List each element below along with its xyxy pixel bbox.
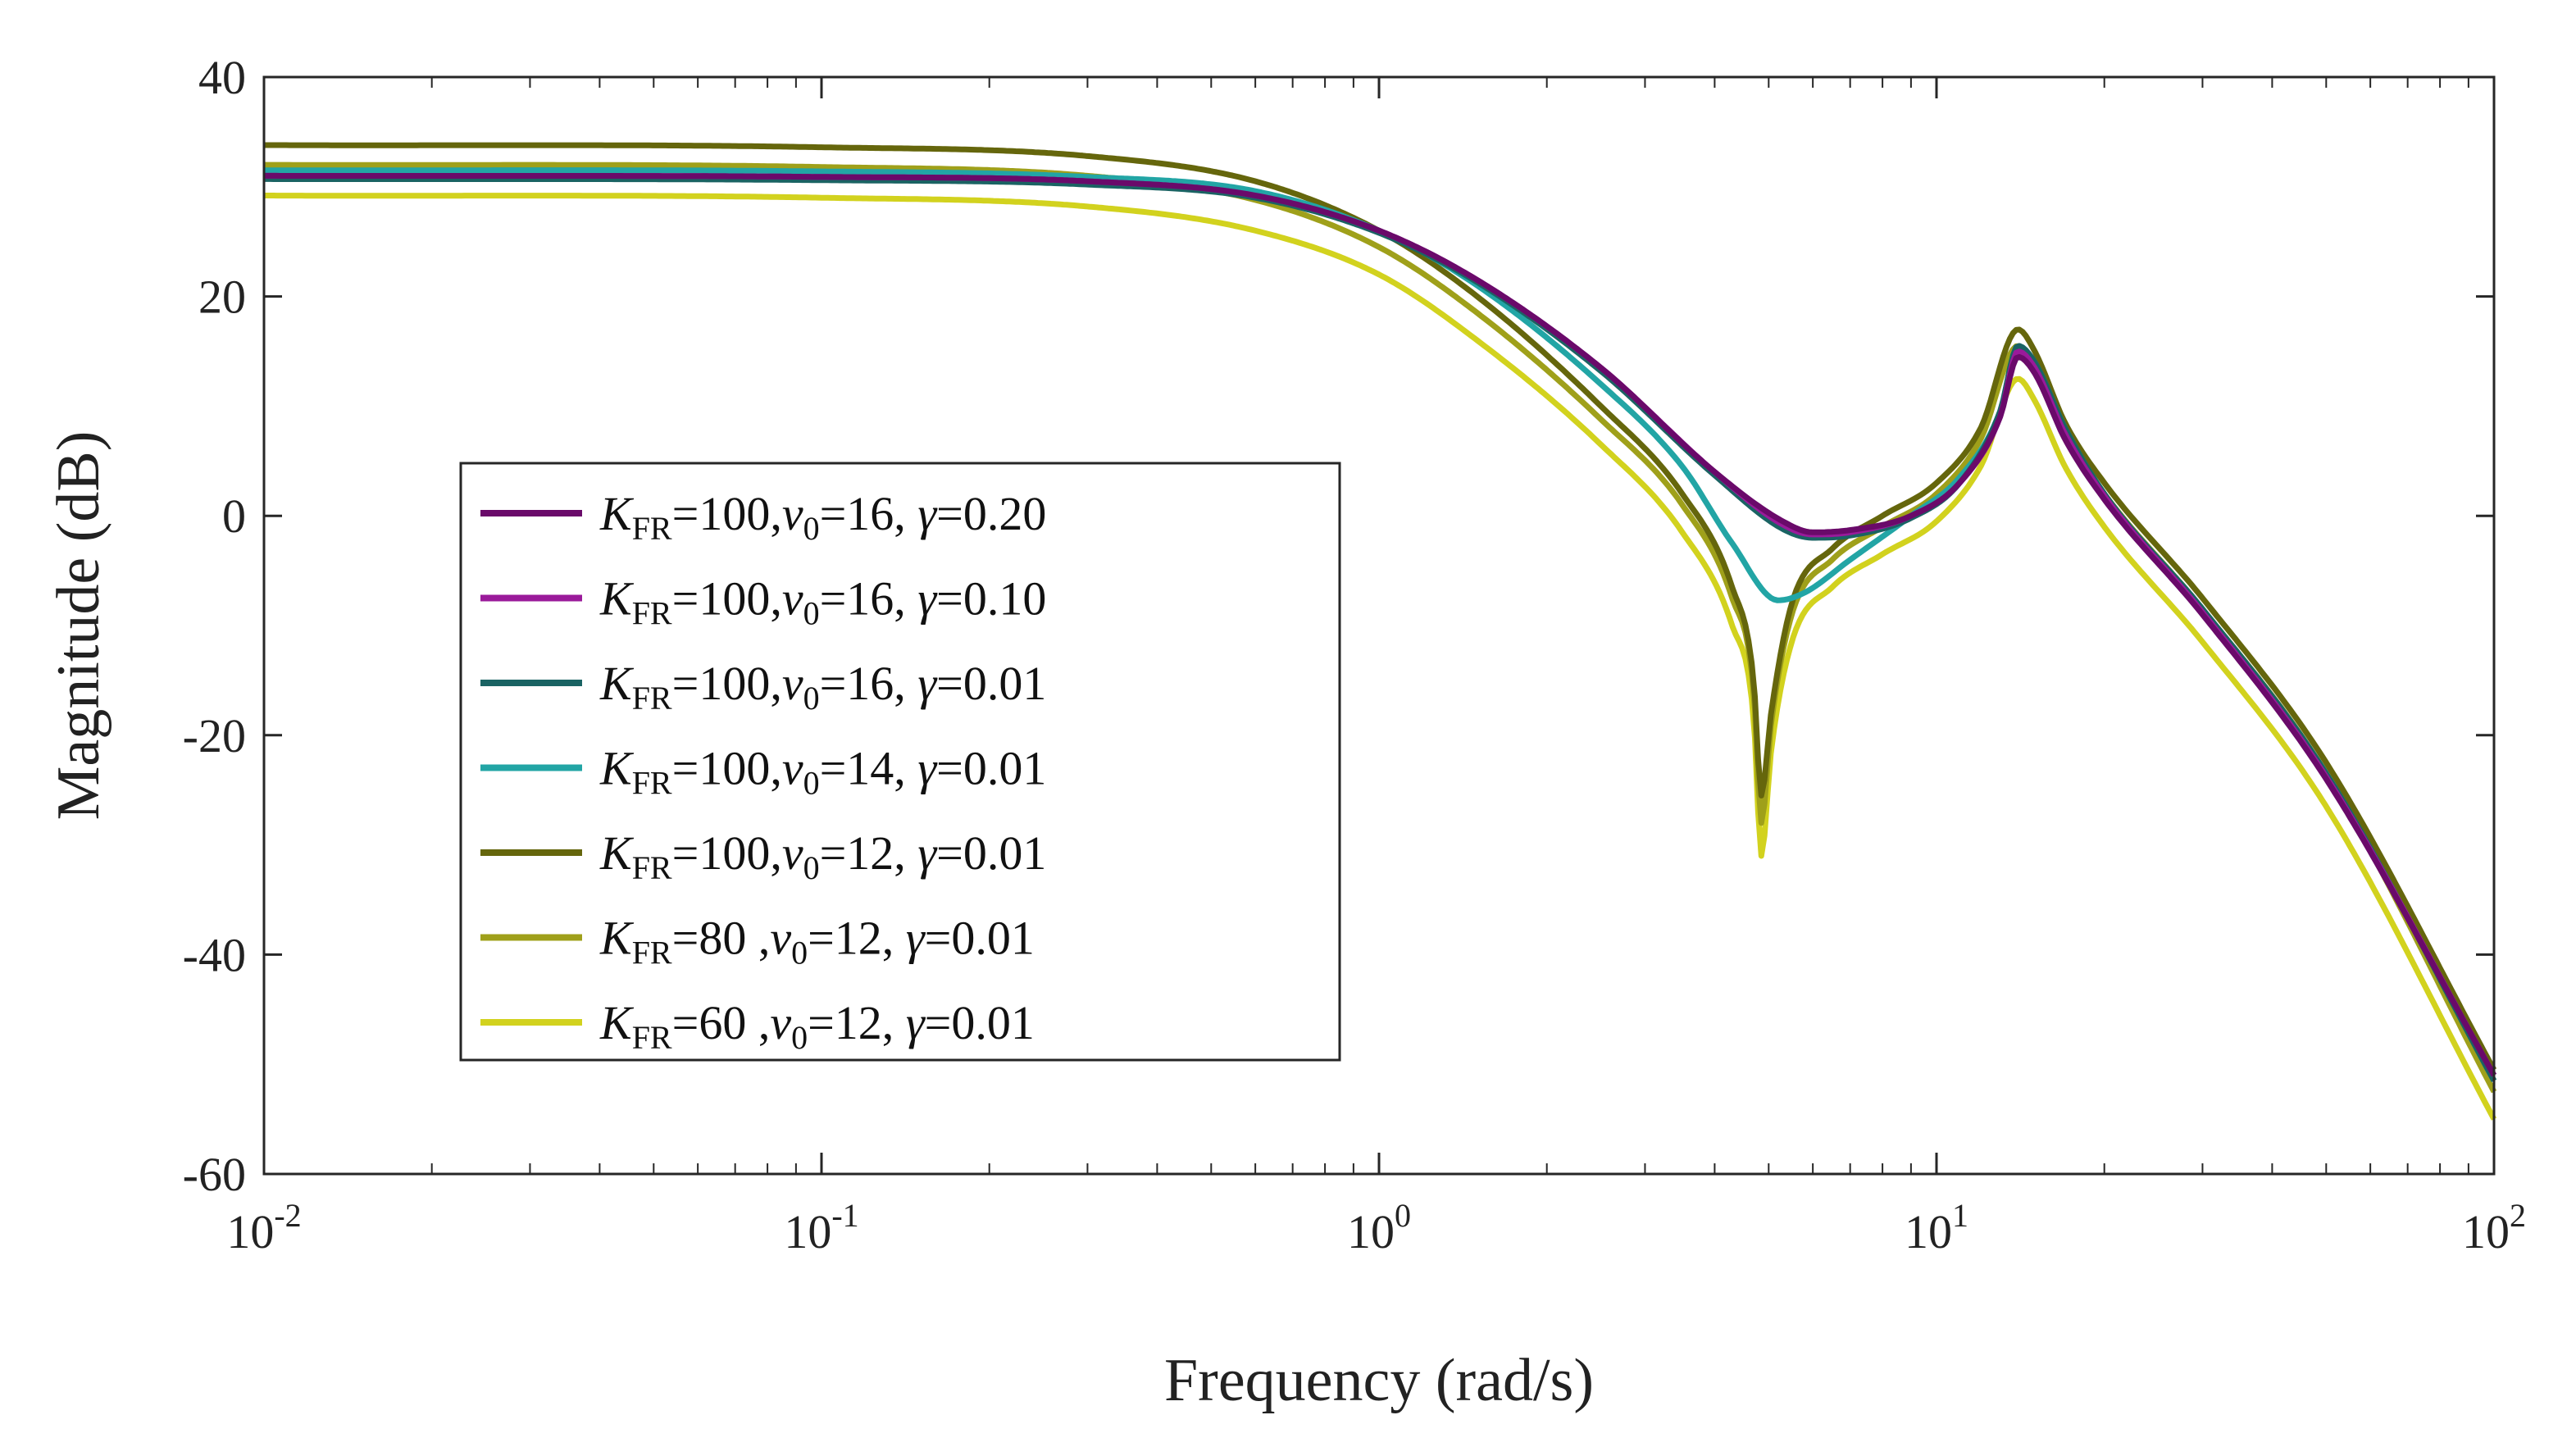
legend-box xyxy=(459,462,1341,1062)
y-tick-label: 20 xyxy=(198,271,246,324)
x-tick-label: 101 xyxy=(1905,1197,1968,1258)
x-tick-label: 10-1 xyxy=(784,1197,858,1258)
series-line xyxy=(264,193,2497,1121)
legend-entry: KFR=100,v0=16, γ=0.20 xyxy=(599,487,1046,547)
legend-entry: KFR=100,v0=12, γ=0.01 xyxy=(599,826,1046,886)
legend-entry: KFR=60 ,v0=12, γ=0.01 xyxy=(599,996,1035,1056)
x-axis-ticks: 10-2 10-1 100 101 102 xyxy=(226,77,2526,1258)
legend-entry: KFR=100,v0=16, γ=0.01 xyxy=(599,657,1046,717)
y-tick-label: -40 xyxy=(183,928,246,981)
legend-entry: KFR=100,v0=16, γ=0.10 xyxy=(599,572,1046,632)
series-line xyxy=(264,172,2497,1077)
y-tick-label: -20 xyxy=(183,709,246,762)
x-tick-label: 10-2 xyxy=(226,1197,301,1258)
y-tick-label: -60 xyxy=(183,1148,246,1201)
plot-frame xyxy=(262,75,2496,1176)
y-axis-ticks: 40 20 0 -20 -40 -60 xyxy=(183,51,2494,1201)
x-axis-label: Frequency (rad/s) xyxy=(1164,1347,1594,1414)
x-tick-label: 100 xyxy=(1347,1197,1411,1258)
series-layer xyxy=(263,142,2497,1121)
legend-entry: KFR=80 ,v0=12, γ=0.01 xyxy=(599,912,1035,971)
y-tick-label: 0 xyxy=(222,489,246,543)
x-tick-label: 102 xyxy=(2462,1197,2526,1258)
legend-entry: KFR=100,v0=14, γ=0.01 xyxy=(599,742,1046,802)
y-axis-label: Magnitude (dB) xyxy=(45,431,112,821)
legend: KFR=100,v0=16, γ=0.20 KFR=100,v0=16, γ=0.… xyxy=(459,462,1341,1062)
y-tick-label: 40 xyxy=(198,51,246,104)
